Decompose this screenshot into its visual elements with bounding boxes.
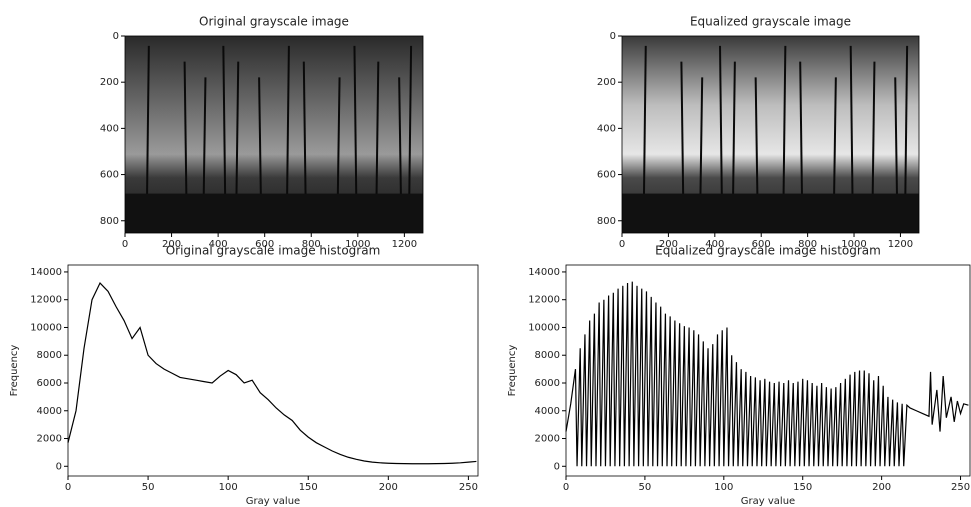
subplot-title: Equalized grayscale image histogram xyxy=(655,244,881,258)
x-tick-label: 50 xyxy=(142,482,155,493)
x-tick-label: 400 xyxy=(209,239,228,250)
tree xyxy=(782,45,787,214)
x-tick-label: 400 xyxy=(705,239,724,250)
line xyxy=(67,282,477,465)
y-tick-label: 2000 xyxy=(37,434,62,445)
x-tick-label: 600 xyxy=(255,239,274,250)
tree xyxy=(904,45,909,214)
tree xyxy=(235,61,240,214)
x-tick-label: 800 xyxy=(798,239,817,250)
shore xyxy=(622,193,919,233)
y-axis-label: Frequency xyxy=(9,345,20,397)
tree xyxy=(202,77,207,214)
x-tick-label: 200 xyxy=(379,482,398,493)
y-tick-label: 10000 xyxy=(528,322,560,333)
y-tick-label: 400 xyxy=(597,123,616,134)
y-tick-label: 6000 xyxy=(37,378,62,389)
x-tick-label: 100 xyxy=(219,482,238,493)
tree xyxy=(754,77,759,214)
x-tick-label: 150 xyxy=(793,482,812,493)
y-tick-label: 8000 xyxy=(535,350,560,361)
x-tick-label: 600 xyxy=(752,239,771,250)
x-tick-label: 0 xyxy=(122,239,128,250)
tree xyxy=(145,45,150,214)
y-tick-label: 12000 xyxy=(30,295,62,306)
tree xyxy=(302,61,307,214)
y-tick-label: 600 xyxy=(597,170,616,181)
y-tick-label: 800 xyxy=(597,216,616,227)
tree xyxy=(832,77,837,214)
tree xyxy=(680,61,685,214)
x-tick-label: 1200 xyxy=(392,239,417,250)
x-tick-label: 0 xyxy=(65,482,71,493)
y-tick-label: 0 xyxy=(56,461,62,472)
tree xyxy=(894,77,899,214)
tree xyxy=(642,45,647,214)
tree xyxy=(398,77,403,214)
y-tick-label: 200 xyxy=(597,77,616,88)
x-axis-label: Gray value xyxy=(741,496,795,507)
y-tick-label: 6000 xyxy=(535,378,560,389)
y-tick-label: 0 xyxy=(610,31,616,42)
tree xyxy=(285,45,290,214)
frame xyxy=(621,35,920,234)
y-tick-label: 4000 xyxy=(37,406,62,417)
x-tick-label: 50 xyxy=(639,482,652,493)
x-tick-label: 250 xyxy=(459,482,478,493)
x-tick-label: 200 xyxy=(659,239,678,250)
tree xyxy=(353,45,358,214)
y-tick-label: 600 xyxy=(100,170,119,181)
x-tick-label: 1200 xyxy=(888,239,913,250)
shore xyxy=(125,193,423,233)
x-tick-label: 100 xyxy=(714,482,733,493)
tree xyxy=(375,61,380,214)
x-tick-label: 200 xyxy=(162,239,181,250)
y-tick-label: 4000 xyxy=(535,406,560,417)
frame xyxy=(67,264,479,477)
y-tick-label: 14000 xyxy=(30,267,62,278)
tree xyxy=(719,45,724,214)
subplot-title: Equalized grayscale image xyxy=(690,15,851,29)
tree xyxy=(222,45,227,214)
y-tick-label: 200 xyxy=(100,77,119,88)
x-axis-label: Gray value xyxy=(246,496,300,507)
image-trees xyxy=(642,45,909,214)
subplot-title: Original grayscale image xyxy=(199,15,349,29)
y-tick-label: 800 xyxy=(100,216,119,227)
tree xyxy=(258,77,263,214)
tree xyxy=(408,45,413,214)
image-trees xyxy=(145,45,413,214)
y-tick-label: 8000 xyxy=(37,350,62,361)
y-tick-label: 14000 xyxy=(528,267,560,278)
tree xyxy=(183,61,188,214)
x-tick-label: 1000 xyxy=(841,239,866,250)
frame xyxy=(565,264,971,477)
tree xyxy=(849,45,854,214)
line xyxy=(565,281,969,467)
frame xyxy=(124,35,424,234)
x-tick-label: 250 xyxy=(951,482,970,493)
tree xyxy=(871,61,876,214)
x-tick-label: 150 xyxy=(299,482,318,493)
x-tick-label: 0 xyxy=(619,239,625,250)
subplot-title: Original grayscale image histogram xyxy=(166,244,381,258)
x-tick-label: 1000 xyxy=(345,239,370,250)
y-tick-label: 0 xyxy=(113,31,119,42)
y-tick-label: 10000 xyxy=(30,322,62,333)
y-tick-label: 2000 xyxy=(535,434,560,445)
y-tick-label: 400 xyxy=(100,123,119,134)
x-tick-label: 800 xyxy=(302,239,321,250)
y-axis-label: Frequency xyxy=(507,345,518,397)
tree xyxy=(336,77,341,214)
tree xyxy=(799,61,804,214)
tree xyxy=(699,77,704,214)
tree xyxy=(731,61,736,214)
x-tick-label: 200 xyxy=(872,482,891,493)
y-tick-label: 0 xyxy=(554,461,560,472)
y-tick-label: 12000 xyxy=(528,295,560,306)
x-tick-label: 0 xyxy=(563,482,569,493)
